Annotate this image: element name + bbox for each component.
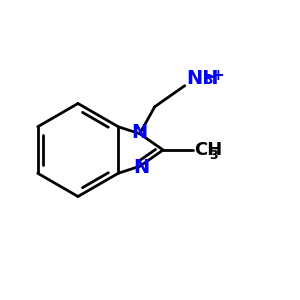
Text: 3: 3 — [209, 149, 218, 162]
Text: 3: 3 — [203, 73, 212, 87]
Text: CH: CH — [195, 141, 223, 159]
Text: N: N — [133, 158, 149, 177]
Text: N: N — [132, 123, 148, 142]
Text: NH: NH — [186, 69, 219, 88]
Text: +: + — [212, 68, 224, 83]
